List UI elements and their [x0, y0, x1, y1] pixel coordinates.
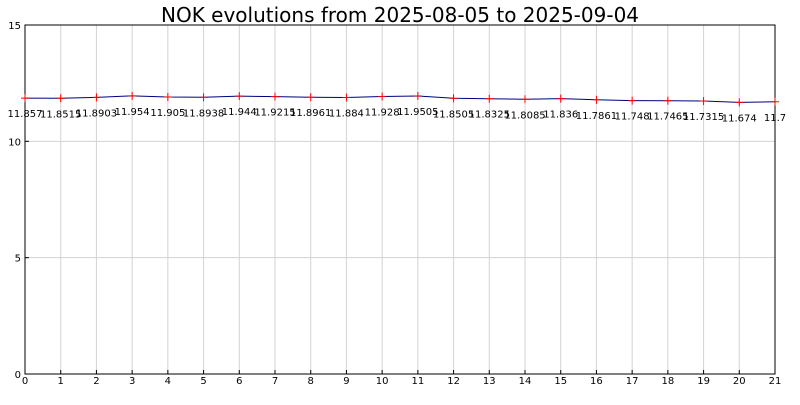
y-tick-label: 0: [15, 370, 21, 381]
data-point-label: 11.748: [615, 112, 650, 123]
x-tick-label: 15: [554, 376, 567, 387]
data-point-label: 11.8961: [290, 108, 331, 119]
x-tick-label: 2: [93, 376, 99, 387]
data-point-label: 11.7315: [683, 112, 724, 123]
data-point-label: 11.8085: [504, 110, 545, 121]
x-tick-label: 0: [22, 376, 28, 387]
data-point-marker: [56, 94, 65, 103]
data-point-marker: [163, 93, 172, 102]
data-point-label: 11.8325: [469, 110, 510, 121]
marker-layer: [21, 91, 779, 107]
data-point-marker: [485, 94, 494, 103]
data-point-label: 11.7861: [576, 111, 617, 122]
data-point-marker: [592, 95, 601, 104]
x-tick-label: 21: [769, 376, 782, 387]
data-point-label: 11.944: [222, 107, 257, 118]
series-layer: [24, 95, 776, 103]
data-point-label: 11.857: [8, 109, 43, 120]
data-point-marker: [735, 98, 744, 107]
series-line: [24, 95, 776, 103]
data-point-label: 11.954: [115, 107, 150, 118]
data-point-label: 11.928: [365, 107, 400, 118]
data-point-label: 11.8515: [40, 109, 81, 120]
x-tick-label: 19: [697, 376, 710, 387]
data-point-marker: [413, 91, 422, 100]
y-tick-label: 10: [8, 137, 21, 148]
data-point-label: 11.836: [543, 110, 578, 121]
data-point-marker: [663, 96, 672, 105]
data-point-label: 11.884: [329, 108, 364, 119]
y-tick-label: 5: [15, 254, 21, 265]
data-point-label: 11.9215: [254, 108, 295, 119]
data-point-label: 11.8938: [183, 108, 224, 119]
x-tick-label: 11: [411, 376, 424, 387]
x-tick-label: 14: [519, 376, 532, 387]
data-point-marker: [271, 92, 279, 101]
data-point-marker: [199, 93, 208, 102]
x-tick-label: 10: [376, 376, 389, 387]
x-tick-label: 16: [590, 376, 603, 387]
x-tick-label: 12: [447, 376, 460, 387]
y-tick-label: 15: [8, 21, 21, 32]
data-point-marker: [699, 97, 708, 106]
data-point-label: 11.674: [722, 113, 757, 124]
x-tick-label: 8: [308, 376, 314, 387]
data-point-marker: [628, 96, 637, 105]
plot-frame: [24, 24, 776, 375]
chart-title: NOK evolutions from 2025-08-05 to 2025-0…: [161, 3, 639, 27]
data-point-marker: [306, 93, 315, 102]
x-tick-label: 20: [733, 376, 746, 387]
data-point-label: 11.8505: [433, 109, 474, 120]
data-point-label: 11.7: [764, 113, 786, 124]
data-point-marker: [771, 97, 779, 106]
x-tick-label: 17: [626, 376, 639, 387]
data-point-label: 11.9505: [397, 107, 438, 118]
data-point-marker: [378, 92, 387, 101]
x-tick-label: 7: [272, 376, 278, 387]
data-point-marker: [449, 94, 458, 103]
data-point-marker: [92, 93, 101, 102]
x-tick-label: 9: [343, 376, 349, 387]
data-point-label: 11.905: [150, 108, 185, 119]
x-tick-label: 6: [236, 376, 242, 387]
data-point-label: 11.8903: [76, 108, 117, 119]
data-point-marker: [21, 94, 29, 103]
data-point-marker: [521, 95, 529, 104]
data-point-marker: [556, 94, 565, 103]
x-tick-label: 3: [129, 376, 135, 387]
x-tick-label: 13: [483, 376, 496, 387]
x-tick-label: 4: [165, 376, 171, 387]
x-tick-label: 18: [661, 376, 674, 387]
grid-layer: [25, 25, 775, 374]
x-tick-label: 5: [200, 376, 206, 387]
data-point-marker: [128, 91, 137, 100]
x-tick-label: 1: [58, 376, 64, 387]
data-point-marker: [235, 92, 244, 101]
data-point-label: 11.7465: [647, 112, 688, 123]
data-point-marker: [342, 93, 351, 102]
